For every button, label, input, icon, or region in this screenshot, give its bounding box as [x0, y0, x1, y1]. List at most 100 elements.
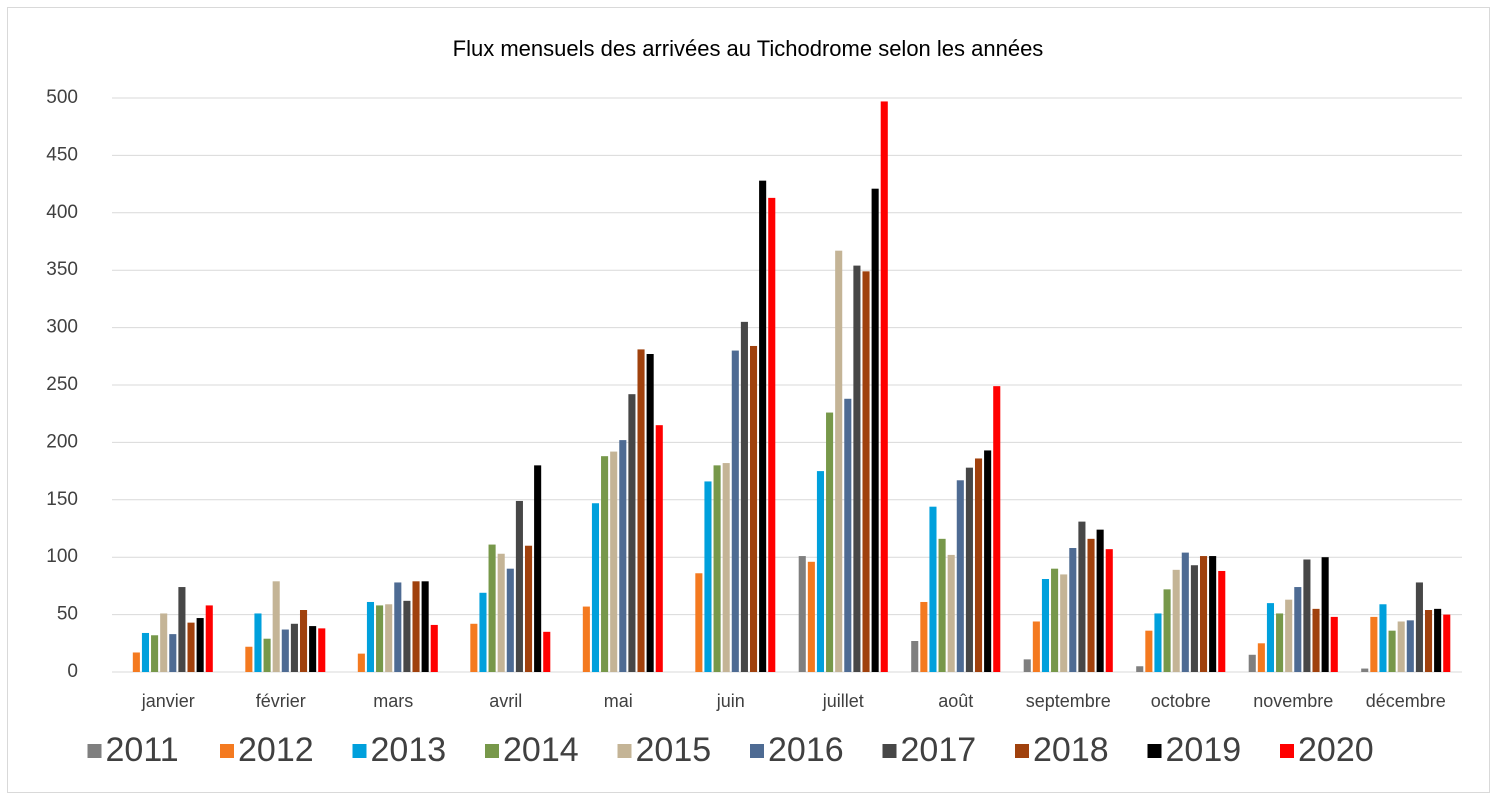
bar — [470, 623, 478, 672]
bar — [141, 632, 150, 672]
legend-label: 2016 — [768, 731, 844, 769]
bar — [1060, 574, 1068, 672]
bar — [704, 481, 712, 672]
bar — [187, 622, 195, 672]
legend-swatch — [1147, 744, 1162, 758]
bar — [1096, 529, 1104, 672]
x-tick-label: décembre — [1366, 691, 1446, 711]
bar — [515, 500, 523, 672]
y-tick-label: 50 — [57, 604, 78, 625]
bar — [880, 101, 888, 673]
bar — [1379, 604, 1387, 672]
bar — [160, 613, 168, 672]
bar — [1209, 556, 1217, 672]
bar — [722, 463, 730, 672]
x-tick-label: octobre — [1151, 691, 1211, 711]
bar — [1321, 557, 1329, 672]
x-tick-label: septembre — [1026, 691, 1111, 711]
legend-swatch — [617, 744, 632, 758]
bar — [132, 652, 140, 672]
bar — [403, 600, 411, 672]
bar — [1172, 569, 1180, 672]
bar — [1078, 521, 1086, 672]
legend-label: 2013 — [371, 731, 447, 769]
bar — [1248, 654, 1256, 672]
bar — [1041, 579, 1050, 672]
bar — [1023, 659, 1031, 672]
bar — [1285, 599, 1293, 672]
bar — [911, 641, 919, 672]
bar — [488, 544, 496, 672]
bar — [807, 561, 815, 672]
bar — [759, 180, 767, 672]
bar — [740, 321, 748, 672]
bar — [619, 440, 627, 672]
bar — [1145, 630, 1153, 672]
bar — [1266, 603, 1275, 672]
bar — [798, 556, 806, 672]
x-tick-label: janvier — [141, 691, 195, 711]
bar — [412, 581, 420, 672]
y-tick-label: 150 — [46, 489, 78, 510]
legend-swatch — [485, 744, 499, 758]
bar — [1218, 570, 1226, 672]
bar — [835, 250, 843, 672]
bar — [695, 573, 703, 672]
bar — [497, 553, 505, 672]
x-tick-label: juillet — [822, 691, 864, 711]
bar — [713, 465, 721, 672]
bar — [929, 506, 937, 672]
bar — [956, 480, 964, 672]
bar — [543, 631, 551, 672]
bar — [376, 605, 384, 672]
legend-label: 2015 — [636, 731, 712, 769]
bar — [205, 605, 213, 672]
bar — [655, 425, 663, 672]
legend-swatch — [87, 744, 102, 758]
bar — [1370, 616, 1378, 672]
bar — [628, 394, 636, 672]
legend-swatch — [882, 744, 897, 758]
bar — [1154, 613, 1162, 672]
bar — [1434, 608, 1442, 672]
legend-swatch — [352, 744, 367, 758]
bar — [853, 265, 861, 672]
bar — [254, 613, 262, 672]
bar — [357, 653, 365, 672]
legend-label: 2018 — [1033, 731, 1109, 769]
bar — [1181, 552, 1189, 672]
bar — [1136, 666, 1144, 672]
bar — [816, 471, 825, 672]
bar — [299, 610, 308, 672]
y-tick-label: 0 — [67, 661, 78, 682]
bar — [601, 456, 609, 672]
y-tick-label: 200 — [46, 431, 78, 452]
bar — [263, 638, 271, 672]
chart-title: Flux mensuels des arrivées au Tichodrome… — [453, 36, 1044, 61]
bar — [309, 626, 317, 672]
bar — [506, 568, 514, 672]
legend-swatch — [750, 744, 764, 758]
bar — [1199, 556, 1208, 672]
bar — [430, 624, 438, 672]
bar — [1388, 630, 1396, 672]
bar — [1361, 668, 1369, 672]
bar — [534, 465, 542, 672]
x-tick-label: avril — [489, 691, 522, 711]
bar — [1443, 614, 1451, 672]
bar — [731, 350, 739, 672]
legend-label: 2014 — [503, 731, 579, 769]
legend-swatch — [1280, 744, 1294, 758]
y-tick-label: 300 — [46, 317, 78, 338]
bar — [524, 545, 533, 672]
bar — [1190, 565, 1198, 672]
bar — [965, 467, 973, 672]
bar — [984, 450, 992, 672]
bar — [281, 629, 289, 672]
bar — [974, 458, 983, 672]
bar — [169, 634, 177, 672]
bar — [290, 623, 298, 672]
bar — [1032, 621, 1040, 672]
bar — [871, 188, 879, 672]
x-tick-label: mai — [604, 691, 633, 711]
